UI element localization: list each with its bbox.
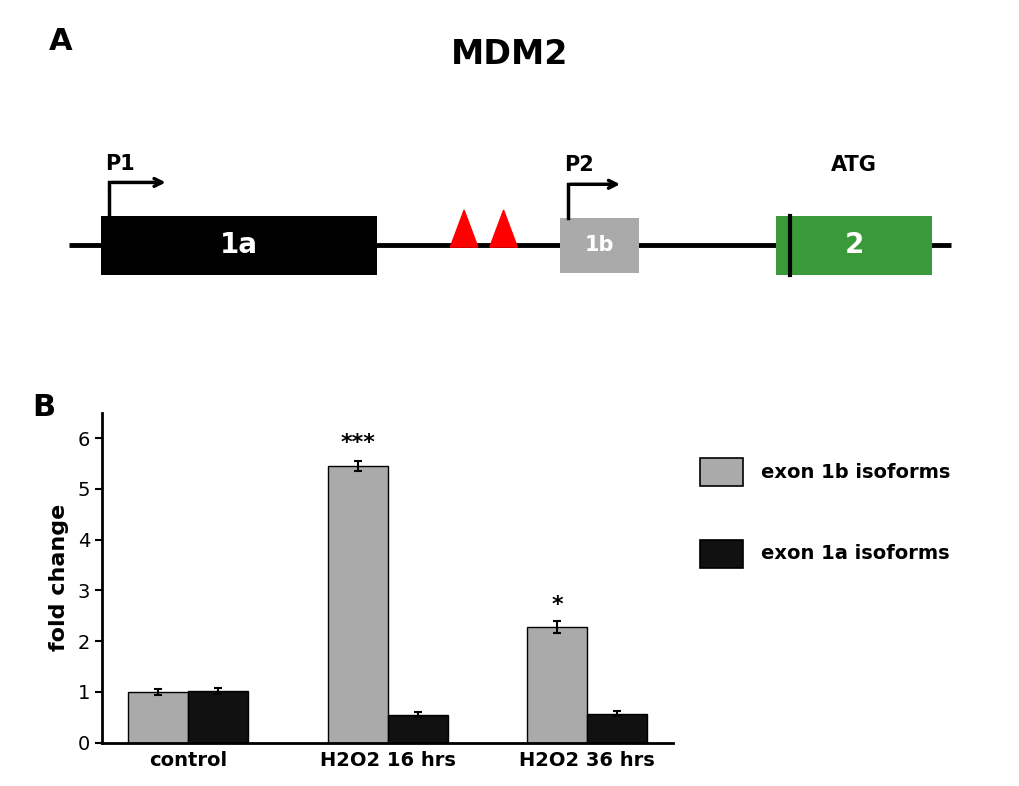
Text: A: A xyxy=(49,28,72,57)
Bar xyxy=(587,714,647,743)
Bar xyxy=(327,466,387,743)
Bar xyxy=(527,627,587,743)
Text: ATG: ATG xyxy=(830,155,876,175)
Text: MDM2: MDM2 xyxy=(450,39,569,72)
Text: 1b: 1b xyxy=(584,235,613,255)
Bar xyxy=(699,539,742,568)
Text: 1a: 1a xyxy=(220,231,258,259)
Text: *: * xyxy=(551,595,562,615)
Bar xyxy=(699,457,742,487)
Bar xyxy=(102,215,377,275)
Text: P2: P2 xyxy=(564,156,593,175)
Bar xyxy=(387,714,447,743)
Y-axis label: fold change: fold change xyxy=(49,504,69,652)
Text: exon 1a isoforms: exon 1a isoforms xyxy=(760,545,949,564)
Text: B: B xyxy=(33,393,56,422)
Text: 2: 2 xyxy=(844,231,863,259)
Text: P1: P1 xyxy=(105,153,135,174)
Polygon shape xyxy=(489,210,517,247)
Bar xyxy=(775,215,931,275)
Bar xyxy=(187,691,248,743)
Text: ***: *** xyxy=(340,433,375,454)
Text: exon 1b isoforms: exon 1b isoforms xyxy=(760,463,950,482)
Bar xyxy=(127,692,187,743)
Polygon shape xyxy=(450,210,478,247)
Bar xyxy=(560,218,638,273)
